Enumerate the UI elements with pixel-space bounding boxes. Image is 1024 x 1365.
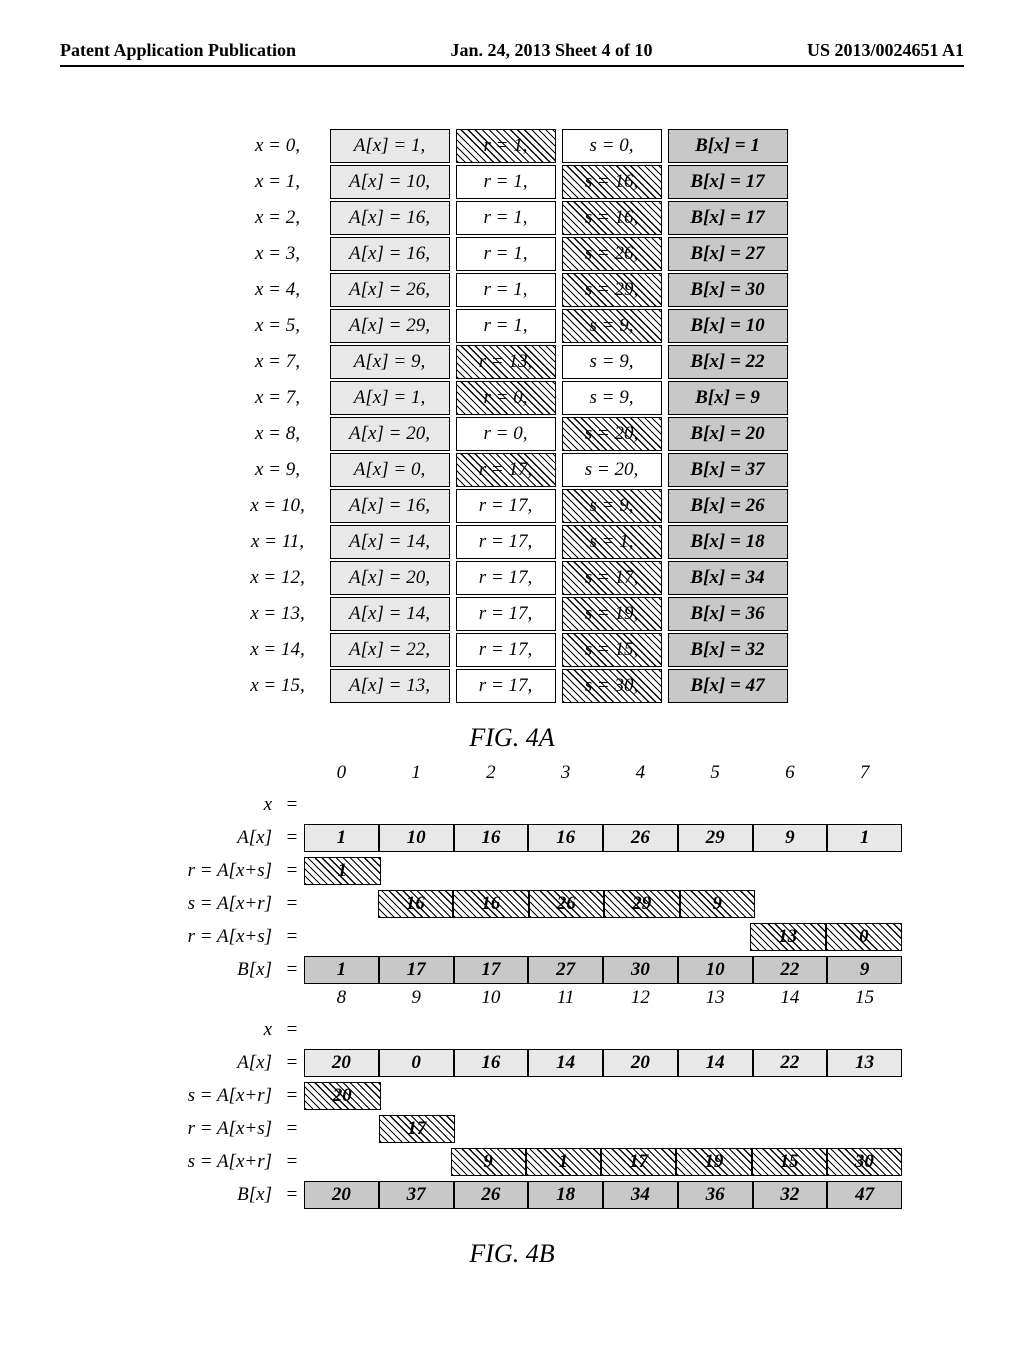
header-right: US 2013/0024651 A1: [807, 40, 964, 61]
header-left: Patent Application Publication: [60, 40, 296, 61]
fig4a-caption: FIG. 4A: [60, 723, 964, 753]
fig4a-table: x = 0,A[x] = 1,r = 1,s = 0,B[x] = 1x = 1…: [231, 127, 794, 705]
fig4b-top-block: x=01234567A[x]=1101616262991r = A[x+s]=1…: [122, 789, 902, 986]
fig4b-bottom-block: x=89101112131415A[x]=200161420142213s = …: [122, 1014, 902, 1211]
figure-4b: x=01234567A[x]=1101616262991r = A[x+s]=1…: [122, 789, 902, 1211]
page-header: Patent Application Publication Jan. 24, …: [60, 40, 964, 67]
header-mid: Jan. 24, 2013 Sheet 4 of 10: [451, 40, 653, 61]
figure-4a: x = 0,A[x] = 1,r = 1,s = 0,B[x] = 1x = 1…: [60, 127, 964, 705]
fig4b-caption: FIG. 4B: [60, 1239, 964, 1269]
page: Patent Application Publication Jan. 24, …: [0, 0, 1024, 1365]
